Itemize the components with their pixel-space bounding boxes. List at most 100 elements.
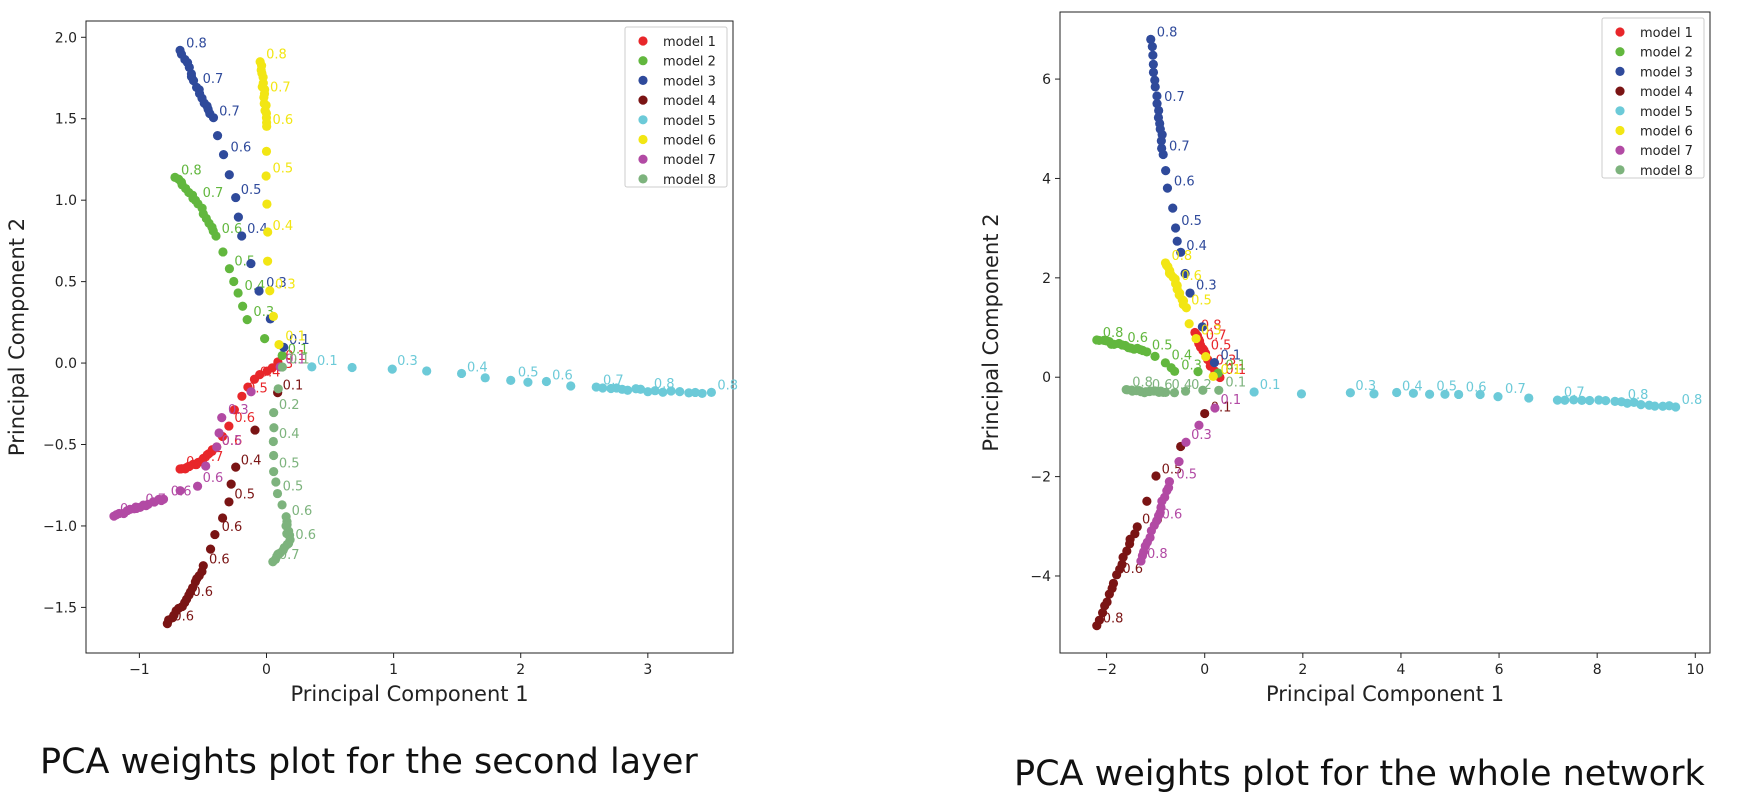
- y-tick-label: −4: [1030, 569, 1051, 585]
- x-tick-label: −2: [1096, 662, 1117, 678]
- data-label: 0.7: [1505, 382, 1526, 397]
- legend-marker: [638, 115, 648, 125]
- legend-marker: [1615, 47, 1625, 57]
- series-model-3: 0.10.30.40.50.60.70.70.8: [1146, 25, 1242, 368]
- data-label: 0.7: [203, 72, 224, 87]
- series-model-3: 0.10.30.40.50.60.70.70.8: [175, 36, 310, 352]
- data-point: [226, 479, 236, 489]
- series-model-2: 0.10.30.40.50.60.8: [1092, 326, 1246, 378]
- data-label: 0.7: [219, 105, 240, 120]
- data-label: 0.6: [1174, 174, 1195, 189]
- data-point: [1112, 570, 1122, 580]
- data-label: 0.4: [1171, 378, 1192, 393]
- data-label: 0.1: [1221, 348, 1242, 363]
- data-label: 0.6: [209, 553, 230, 568]
- data-label: 0.6: [171, 484, 192, 499]
- data-label: 0.1: [285, 349, 306, 364]
- data-label: 0.1: [1225, 363, 1246, 378]
- data-label: 0.6: [295, 528, 316, 543]
- legend-marker: [638, 95, 648, 105]
- data-point: [1180, 268, 1190, 279]
- data-label: 0.4: [1186, 239, 1207, 254]
- legend-entry: model 2: [663, 55, 716, 70]
- data-label: 0.4: [467, 360, 488, 375]
- data-label: 0.1: [317, 354, 338, 369]
- legend-marker: [1615, 86, 1625, 96]
- data-label: 0.6: [222, 434, 243, 449]
- data-label: 0.1: [289, 352, 310, 367]
- data-label: 0.5: [222, 434, 243, 449]
- data-point: [1601, 395, 1611, 406]
- data-label: 0.8: [1103, 612, 1124, 627]
- data-label: 0.8: [1171, 249, 1192, 264]
- data-label: 0.5: [1211, 338, 1232, 353]
- caption-right: PCA weights plot for the whole network: [1014, 754, 1705, 794]
- data-label: 0.3: [228, 403, 249, 418]
- legend-entry: model 7: [1640, 144, 1693, 159]
- legend-entry: model 5: [1640, 105, 1693, 120]
- data-point: [1577, 395, 1587, 406]
- data-point: [229, 405, 239, 415]
- data-point: [273, 384, 283, 394]
- data-point: [1560, 395, 1570, 405]
- data-point: [623, 385, 633, 395]
- data-point: [1369, 389, 1379, 399]
- data-label: 0.6: [1466, 381, 1487, 396]
- data-label: 0.7: [203, 450, 224, 465]
- y-axis-label: Principal Component 2: [5, 218, 29, 456]
- legend-entry: model 1: [663, 35, 716, 50]
- data-point: [1214, 385, 1224, 395]
- data-point: [1345, 388, 1355, 398]
- legend-marker: [638, 75, 648, 85]
- data-point: [1408, 388, 1418, 398]
- data-label: 0.7: [1206, 328, 1227, 343]
- x-axis-label: Principal Component 1: [1266, 682, 1504, 706]
- data-point: [1493, 392, 1503, 402]
- data-point: [1197, 322, 1207, 332]
- data-point: [277, 350, 287, 361]
- data-point: [1191, 333, 1201, 344]
- data-point: [1168, 203, 1178, 213]
- data-point: [1160, 358, 1170, 368]
- data-label: 0.7: [203, 186, 224, 201]
- x-tick-label: 6: [1495, 662, 1504, 678]
- data-point: [269, 450, 279, 461]
- data-point: [1184, 319, 1194, 329]
- data-label: 0.1: [289, 333, 310, 348]
- data-label: 0.8: [1132, 376, 1153, 391]
- data-point: [268, 436, 278, 447]
- data-label: 0.6: [292, 504, 313, 519]
- x-tick-label: 8: [1593, 662, 1602, 678]
- data-point: [1622, 398, 1632, 408]
- data-label: 0.8: [1147, 547, 1168, 562]
- data-label: 0.6: [1152, 378, 1173, 393]
- y-tick-label: 1.5: [55, 112, 77, 128]
- data-point: [422, 366, 432, 376]
- legend-marker: [1615, 66, 1625, 76]
- data-label: 0.3: [1355, 379, 1376, 394]
- data-point: [1454, 389, 1464, 400]
- legend-marker: [638, 56, 648, 66]
- data-label: 0.1: [288, 343, 309, 358]
- data-label: 0.5: [1181, 214, 1202, 229]
- data-point: [237, 231, 247, 241]
- data-label: 0.5: [1436, 380, 1457, 395]
- data-label: 0.5: [272, 162, 293, 177]
- data-point: [263, 256, 273, 266]
- data-label: 0.8: [1628, 388, 1649, 403]
- data-label: 0.1: [285, 352, 306, 367]
- data-label: 0.1: [1221, 393, 1242, 408]
- data-label: 0.7: [145, 492, 166, 507]
- legend-box: [624, 26, 728, 188]
- series-model-7: 0.10.30.50.60.60.70.8: [109, 352, 306, 521]
- data-label: 0.3: [1201, 323, 1222, 338]
- data-point: [268, 557, 278, 567]
- data-label: 0.6: [222, 520, 243, 535]
- data-point: [1121, 385, 1131, 395]
- series-model-4: 0.10.40.50.60.60.60.6: [162, 378, 303, 629]
- data-label: 0.6: [234, 411, 255, 426]
- data-label: 0.6: [192, 585, 213, 600]
- data-point: [217, 513, 228, 523]
- data-label: 0.5: [1191, 294, 1212, 309]
- data-point: [1154, 105, 1164, 116]
